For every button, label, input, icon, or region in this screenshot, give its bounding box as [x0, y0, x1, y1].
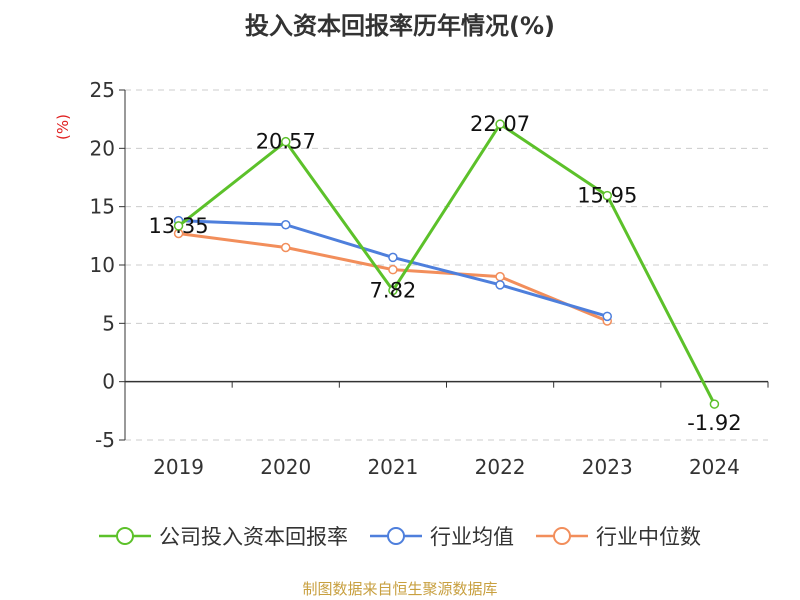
data-point[interactable]: [281, 136, 291, 147]
legend-line-icon: [370, 527, 422, 545]
y-tick-label: 20: [90, 136, 115, 160]
y-tick-label: 15: [90, 195, 115, 219]
data-point[interactable]: [388, 252, 398, 263]
series-line: [178, 232, 608, 323]
data-point[interactable]: [388, 285, 398, 296]
legend-marker: [116, 527, 134, 545]
y-tick-label: 5: [102, 311, 115, 335]
x-tick-label: 2024: [689, 455, 740, 479]
x-tick-label: 2023: [582, 455, 633, 479]
x-tick-label: 2019: [153, 455, 204, 479]
legend-label: 公司投入资本回报率: [159, 525, 348, 549]
x-tick-label: 2020: [260, 455, 311, 479]
x-tick-label: 2021: [367, 455, 418, 479]
data-point[interactable]: [388, 264, 398, 275]
data-label: 22.07: [470, 112, 530, 136]
data-point[interactable]: [602, 311, 612, 322]
data-point[interactable]: [495, 119, 505, 129]
data-point[interactable]: [173, 221, 184, 231]
x-tick-label: 2022: [475, 455, 526, 479]
legend-marker: [387, 527, 405, 545]
series-line: [177, 122, 716, 405]
data-point[interactable]: [281, 242, 291, 253]
series-lines: [173, 119, 720, 409]
data-point[interactable]: [709, 399, 720, 409]
y-tick-label: 0: [102, 370, 115, 394]
y-tick-label: -5: [95, 428, 115, 452]
data-label: 20.57: [256, 130, 316, 154]
legend: 公司投入资本回报率 行业均值 行业中位数: [0, 519, 800, 553]
legend-line-icon: [536, 527, 588, 545]
legend-item[interactable]: 行业均值: [370, 521, 514, 551]
source-note: 制图数据来自恒生聚源数据库: [302, 580, 498, 598]
data-point[interactable]: [495, 280, 505, 290]
legend-label: 行业中位数: [596, 525, 701, 549]
legend-item[interactable]: 行业中位数: [536, 521, 701, 551]
legend-item[interactable]: 公司投入资本回报率: [99, 521, 348, 551]
y-axis-label: (%): [54, 114, 72, 140]
data-point[interactable]: [495, 271, 505, 282]
data-point[interactable]: [281, 220, 291, 230]
axes: 25 20 15 10 5 0 -5 2019 2020 2021 2022 2023 2024: [90, 78, 769, 479]
data-label: -1.92: [687, 411, 741, 435]
chart-title: 投入资本回报率历年情况(%): [245, 12, 555, 40]
y-tick-label: 10: [90, 253, 115, 277]
data-label: 13.35: [149, 214, 209, 238]
legend-marker: [553, 527, 571, 545]
data-label: 7.82: [370, 278, 417, 302]
data-labels: 13.35 20.57 7.82 22.07 15.95 -1.92: [149, 112, 742, 435]
data-label: 15.95: [577, 184, 637, 208]
data-point[interactable]: [602, 190, 612, 201]
legend-label: 行业均值: [430, 525, 514, 549]
legend-line-icon: [99, 527, 151, 545]
y-tick-label: 25: [90, 78, 115, 102]
